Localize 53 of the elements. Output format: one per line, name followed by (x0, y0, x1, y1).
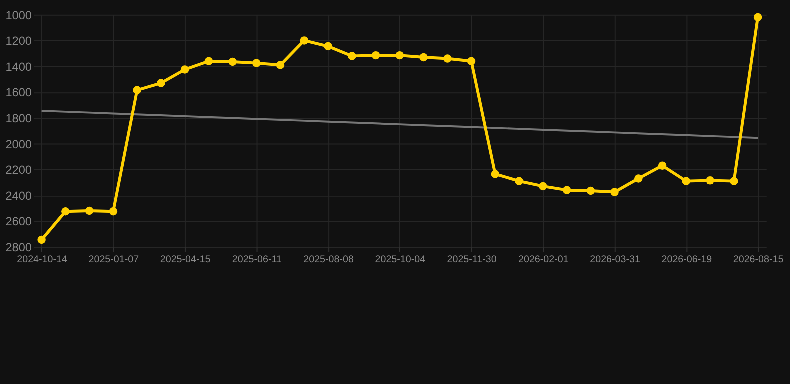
y-tick-label: 1400 (6, 60, 32, 74)
point (133, 86, 142, 94)
point (420, 53, 428, 62)
point (754, 13, 762, 22)
x-tick-label: 2025-08-08 (304, 254, 354, 266)
point (586, 186, 596, 196)
y-tick-label: 2400 (6, 188, 32, 203)
point (348, 52, 356, 60)
y-tick-label: 2600 (6, 214, 32, 229)
point (539, 182, 548, 191)
point (491, 170, 500, 178)
point (730, 177, 738, 186)
point (372, 51, 380, 60)
point (658, 162, 667, 170)
x-tick-label: 2025-10-04 (375, 254, 426, 266)
point (324, 42, 332, 51)
point (515, 177, 524, 186)
point (634, 174, 643, 183)
point (180, 66, 190, 74)
point (109, 208, 118, 216)
y-tick-label: 2800 (6, 240, 32, 255)
x-tick-label: 2026-02-01 (518, 254, 569, 266)
point (85, 206, 94, 216)
line-series (40, 110, 760, 140)
x-tick-label: 2026-08-15 (733, 254, 784, 266)
point (444, 54, 452, 63)
point (252, 59, 261, 68)
point (157, 79, 166, 88)
point (228, 58, 237, 66)
x-tick-label: 2025-01-07 (88, 254, 140, 266)
point (276, 61, 285, 70)
x-tick-label: 2026-06-19 (662, 254, 712, 266)
x-tick-label: 2025-04-15 (160, 254, 212, 266)
y-tick-label: 2000 (6, 137, 32, 152)
point (682, 177, 691, 186)
point (204, 57, 214, 66)
point (562, 186, 572, 194)
point (396, 51, 404, 60)
point (300, 36, 309, 45)
x-tick-label: 2025-06-11 (232, 254, 282, 266)
point (38, 236, 46, 244)
point (467, 57, 476, 66)
x-tick-label: 2025-11-30 (447, 254, 498, 266)
x-tick-label: 2024-10-14 (17, 254, 68, 266)
y-tick-label: 1600 (6, 86, 32, 100)
y-tick-label: 2200 (6, 163, 32, 178)
y-tick-label: 1200 (6, 34, 32, 48)
x-tick-label: 2026-03-31 (590, 254, 640, 266)
y-tick-label: 1800 (6, 112, 32, 126)
point (62, 208, 70, 216)
y-tick-label: 1000 (6, 8, 32, 22)
point (610, 188, 619, 196)
point (706, 176, 714, 185)
